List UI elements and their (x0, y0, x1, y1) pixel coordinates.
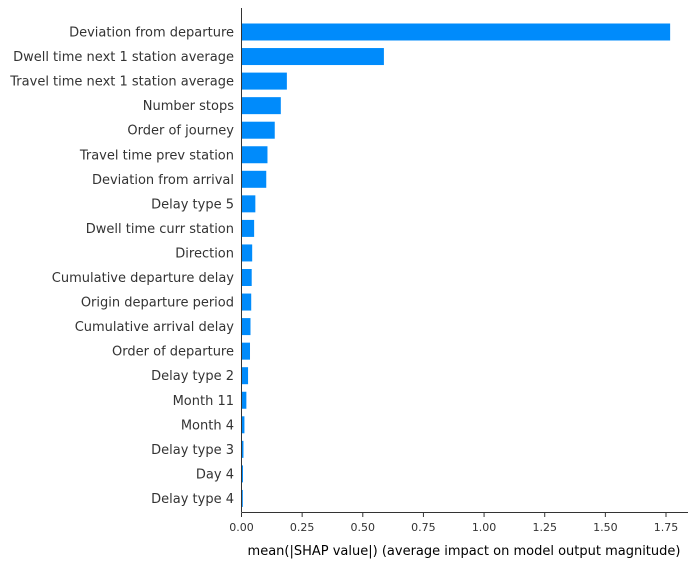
category-label: Delay type 5 (151, 197, 234, 212)
category-label: Travel time prev station (79, 148, 234, 163)
category-label: Delay type 4 (151, 492, 234, 507)
bar (242, 465, 243, 483)
category-label: Month 11 (173, 394, 234, 409)
category-label: Dwell time next 1 station average (13, 50, 234, 65)
bar (242, 121, 275, 139)
category-label: Month 4 (181, 418, 234, 433)
bar (242, 293, 252, 311)
bar (242, 244, 253, 262)
bar (242, 219, 255, 237)
category-label: Dwell time curr station (86, 222, 234, 237)
bar (242, 318, 251, 336)
x-tick-label: 0.50 (351, 521, 376, 534)
category-label: Day 4 (196, 467, 234, 482)
category-label: Order of journey (127, 124, 234, 139)
bar (242, 342, 251, 360)
bar (242, 440, 244, 458)
category-label: Order of departure (112, 345, 234, 360)
x-tick-label: 0.75 (411, 521, 436, 534)
bar (242, 146, 268, 164)
category-label: Cumulative departure delay (52, 271, 234, 286)
bar (242, 170, 267, 188)
bar (242, 72, 287, 90)
x-tick-label: 1.25 (532, 521, 557, 534)
x-tick-label: 0.00 (229, 521, 254, 534)
category-label: Delay type 2 (151, 369, 234, 384)
x-tick-label: 1.75 (654, 521, 679, 534)
bars-layer (242, 23, 671, 507)
x-tick-label: 0.25 (290, 521, 315, 534)
category-label: Direction (175, 246, 234, 261)
bar (242, 489, 243, 507)
x-tick-label: 1.50 (593, 521, 618, 534)
bar (242, 367, 249, 385)
bar (242, 269, 252, 286)
category-label: Delay type 3 (151, 443, 234, 458)
bar (242, 416, 245, 434)
bar (242, 48, 384, 66)
category-label: Number stops (143, 99, 234, 114)
category-label: Cumulative arrival delay (75, 320, 235, 335)
category-label: Deviation from departure (69, 26, 234, 41)
bar (242, 195, 256, 213)
bar (242, 391, 247, 409)
bar (242, 97, 281, 115)
x-axis-ticks: 0.00 0.25 0.50 0.75 1.00 1.25 1.50 1.75 (229, 512, 679, 534)
category-label: Origin departure period (81, 296, 234, 311)
category-labels: Deviation from departure Dwell time next … (9, 26, 234, 507)
category-label: Travel time next 1 station average (9, 75, 234, 90)
x-tick-label: 1.00 (472, 521, 497, 534)
x-axis-label: mean(|SHAP value|) (average impact on mo… (248, 544, 681, 559)
category-label: Deviation from arrival (92, 173, 234, 188)
bar (242, 23, 671, 41)
